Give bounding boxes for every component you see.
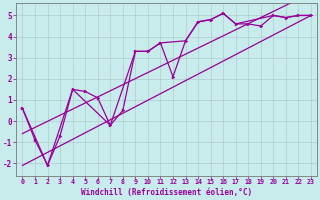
X-axis label: Windchill (Refroidissement éolien,°C): Windchill (Refroidissement éolien,°C) [81, 188, 252, 197]
